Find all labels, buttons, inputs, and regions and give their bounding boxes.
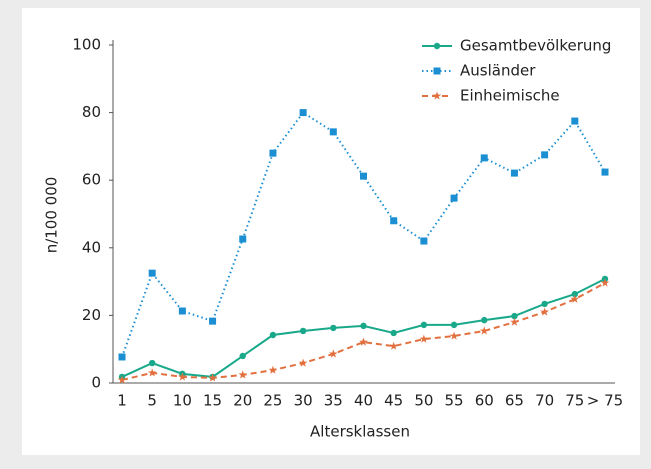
point (299, 109, 307, 117)
y-tick-label: 60 (82, 171, 101, 189)
x-tick-label: 5 (147, 392, 157, 410)
point (432, 91, 442, 100)
point (433, 67, 441, 75)
x-tick-label: 1 (117, 392, 127, 410)
point (510, 317, 519, 326)
x-tick-label: 30 (294, 392, 313, 410)
point (571, 290, 579, 298)
point (420, 321, 428, 329)
point (148, 269, 156, 277)
point (359, 337, 368, 346)
point (480, 326, 489, 335)
point (510, 169, 518, 177)
x-tick-label: 65 (505, 392, 524, 410)
point (540, 307, 549, 316)
point (117, 375, 127, 384)
x-tick-label: > 75 (587, 392, 623, 410)
y-tick-label: 20 (82, 306, 101, 324)
x-tick-label: 75 (565, 392, 584, 410)
legend-label: Ausländer (460, 62, 536, 80)
point (541, 300, 548, 308)
point (208, 373, 217, 382)
point (269, 149, 277, 157)
point (600, 278, 610, 287)
point (148, 359, 156, 367)
point (330, 324, 337, 332)
point (450, 321, 458, 329)
x-axis-label: Altersklassen (310, 423, 410, 441)
point (450, 194, 458, 202)
legend-label: Gesamtbevölkerung (460, 37, 611, 55)
x-tick-label: 40 (354, 392, 373, 410)
y-tick-label: 0 (91, 374, 101, 392)
y-tick-label: 40 (82, 238, 101, 256)
point (209, 317, 217, 325)
point (570, 294, 580, 303)
point (239, 352, 246, 360)
point (433, 42, 441, 50)
series-line (121, 282, 606, 381)
point (147, 368, 157, 377)
point (390, 217, 398, 225)
y-tick-label: 100 (72, 36, 101, 54)
y-axis-label: n/100 000 (43, 177, 61, 254)
x-tick-label: 25 (263, 392, 282, 410)
point (178, 372, 187, 381)
x-tick-label: 15 (203, 392, 222, 410)
x-tick-label: 20 (233, 392, 252, 410)
point (269, 331, 277, 339)
x-tick-label: 70 (535, 392, 554, 410)
point (389, 341, 398, 350)
series-line (121, 111, 606, 358)
point (178, 307, 186, 315)
point (329, 349, 338, 358)
point (239, 235, 247, 243)
point (419, 334, 429, 343)
point (481, 316, 488, 324)
legend-label: Einheimische (460, 87, 560, 105)
point (360, 322, 367, 330)
point (238, 370, 247, 379)
point (390, 329, 397, 337)
x-tick-label: 45 (384, 392, 403, 410)
point (601, 168, 609, 176)
x-tick-label: 10 (173, 392, 192, 410)
point (298, 358, 308, 367)
point (420, 237, 428, 245)
point (118, 353, 126, 361)
x-tick-label: 50 (414, 392, 433, 410)
point (541, 151, 549, 159)
point (511, 312, 518, 320)
x-tick-label: 60 (475, 392, 494, 410)
y-tick-label: 80 (82, 103, 101, 121)
x-tick-label: 55 (445, 392, 464, 410)
x-tick-label: 35 (324, 392, 343, 410)
point (480, 154, 488, 162)
point (268, 365, 278, 374)
point (299, 327, 307, 335)
plot-panel (22, 8, 640, 455)
point (571, 117, 579, 125)
point (329, 128, 337, 136)
point (360, 172, 367, 180)
point (449, 331, 459, 340)
